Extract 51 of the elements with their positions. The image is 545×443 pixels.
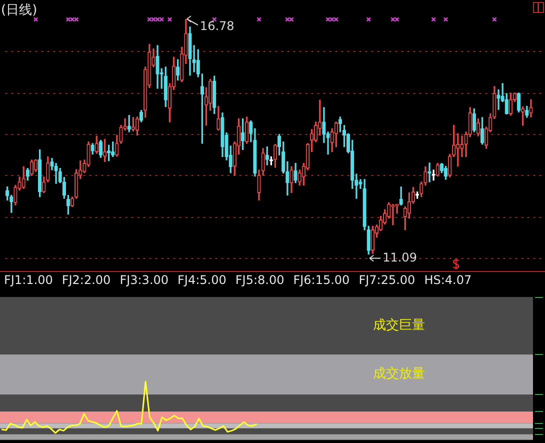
candlestick bbox=[436, 162, 440, 176]
candlestick bbox=[432, 170, 436, 181]
candlestick bbox=[460, 136, 464, 158]
candlestick bbox=[196, 49, 200, 78]
candlestick bbox=[428, 162, 432, 182]
candlestick bbox=[22, 166, 26, 189]
candlestick bbox=[480, 117, 484, 145]
candlestick bbox=[111, 141, 115, 158]
candlestick bbox=[106, 144, 111, 162]
candlestick bbox=[521, 106, 525, 126]
text: HS:4.07 bbox=[424, 272, 472, 286]
candlestick bbox=[188, 26, 192, 76]
candlestick bbox=[370, 226, 374, 254]
text: FJ1:1.00 bbox=[4, 272, 53, 286]
text: FJ3:3.00 bbox=[120, 272, 169, 286]
candlestick bbox=[30, 160, 34, 176]
candlestick bbox=[164, 66, 168, 107]
candlestick bbox=[456, 133, 460, 167]
annotation: 11.09 bbox=[382, 250, 417, 264]
candlestick bbox=[444, 166, 448, 180]
candlestick bbox=[265, 146, 269, 166]
candlestick bbox=[212, 76, 216, 114]
text: FJ7:25.00 bbox=[358, 272, 416, 286]
candlestick bbox=[220, 112, 224, 158]
candlestick bbox=[176, 59, 180, 81]
annotation: 16.78 bbox=[200, 19, 234, 34]
candlestick bbox=[46, 156, 50, 182]
candlestick bbox=[90, 143, 94, 155]
candlestick bbox=[399, 186, 403, 206]
candlestick bbox=[139, 110, 144, 122]
text: FJ2:2.00 bbox=[62, 272, 111, 286]
candlestick bbox=[391, 204, 395, 226]
candlestick bbox=[290, 166, 294, 193]
candlestick bbox=[240, 118, 245, 150]
candlestick bbox=[94, 136, 98, 154]
text: FJ6:15.00 bbox=[293, 272, 350, 286]
candlestick bbox=[294, 162, 298, 184]
candlestick bbox=[529, 99, 533, 118]
text: FJ5:8.00 bbox=[235, 272, 284, 286]
candlestick bbox=[244, 116, 249, 144]
text: FJ4:5.00 bbox=[178, 272, 226, 286]
candlestick bbox=[200, 74, 204, 144]
candlestick bbox=[34, 159, 38, 172]
candlestick bbox=[98, 140, 103, 158]
band-label: 成交巨量 bbox=[373, 316, 426, 333]
candlestick bbox=[476, 118, 480, 136]
candlestick bbox=[338, 116, 342, 132]
band-label: 成交放量 bbox=[373, 366, 426, 382]
candlestick bbox=[26, 168, 30, 181]
candlestick bbox=[273, 144, 278, 168]
chart-title: (日线) bbox=[1, 2, 38, 19]
